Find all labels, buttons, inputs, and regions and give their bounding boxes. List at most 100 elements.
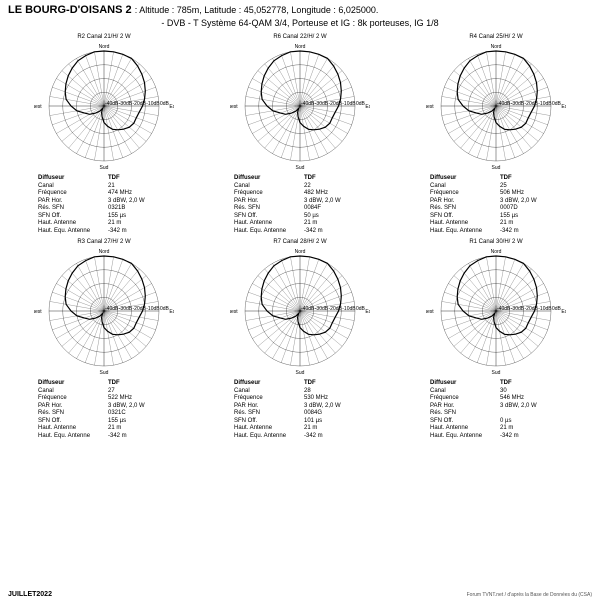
svg-text:Est: Est [365,104,370,110]
polar-chart: -40dB-30dB-20dB-10dB0dBNordEstSudOuest [34,246,174,378]
svg-text:Sud: Sud [100,370,109,376]
svg-text:Sud: Sud [100,165,109,171]
info-key: Canal [430,183,500,191]
info-row: PAR Hor.3 dBW, 2,0 W [234,403,396,411]
info-val: 22 [304,183,396,191]
info-val: 530 MHz [304,395,396,403]
info-row: Canal21 [38,183,200,191]
info-row: Haut. Antenne21 m [234,220,396,228]
polar-chart: -40dB-30dB-20dB-10dB0dBNordEstSudOuest [230,41,370,173]
svg-text:Ouest: Ouest [34,309,42,315]
info-val [500,410,592,418]
info-row: SFN Off.155 µs [38,213,200,221]
chart-header: R1 Canal 30/H/ 2 W [400,239,592,245]
svg-text:Ouest: Ouest [426,309,434,315]
info-key: Fréquence [430,190,500,198]
info-key: Haut. Antenne [430,425,500,433]
info-key: Canal [234,183,304,191]
info-row: Haut. Antenne21 m [430,425,592,433]
info-key: Haut. Equ. Antenne [234,228,304,236]
info-row: Haut. Equ. Antenne-342 m [430,228,592,236]
info-row: Haut. Antenne21 m [430,220,592,228]
info-val: 25 [500,183,592,191]
info-row: Rés. SFN0084F [234,205,396,213]
info-val: 30 [500,388,592,396]
info-key: Canal [38,388,108,396]
info-key: Rés. SFN [234,205,304,213]
info-row: Haut. Equ. Antenne-342 m [430,433,592,441]
info-key: Haut. Antenne [234,220,304,228]
info-key: SFN Off. [38,213,108,221]
info-key: Rés. SFN [430,205,500,213]
info-key: Canal [38,183,108,191]
svg-text:Ouest: Ouest [34,104,42,110]
info-val: TDF [500,175,592,183]
channel-info: DiffuseurTDFCanal30Fréquence546 MHzPAR H… [400,380,592,440]
info-key: Diffuseur [430,380,500,388]
svg-text:Est: Est [365,309,370,315]
info-key: Haut. Antenne [430,220,500,228]
title-line: LE BOURG-D'OISANS 2 : Altitude : 785m, L… [8,4,592,16]
info-val: 155 µs [108,418,200,426]
info-key: Diffuseur [234,380,304,388]
info-val: 21 m [304,220,396,228]
svg-text:0dB: 0dB [356,101,366,107]
svg-text:Nord: Nord [295,249,306,255]
subtitle: - DVB - T Système 64-QAM 3/4, Porteuse e… [8,18,592,28]
svg-text:Est: Est [561,309,566,315]
polar-chart: -40dB-30dB-20dB-10dB0dBNordEstSudOuest [426,246,566,378]
info-val: 155 µs [108,213,200,221]
info-row: PAR Hor.3 dBW, 2,0 W [234,198,396,206]
channel-cell: R7 Canal 28/H/ 2 W-40dB-30dB-20dB-10dB0d… [204,239,396,440]
info-key: Diffuseur [234,175,304,183]
channel-cell: R1 Canal 30/H/ 2 W-40dB-30dB-20dB-10dB0d… [400,239,592,440]
svg-text:Est: Est [169,104,174,110]
info-row: Haut. Equ. Antenne-342 m [38,433,200,441]
info-row: Haut. Equ. Antenne-342 m [38,228,200,236]
info-row: Canal22 [234,183,396,191]
channel-info: DiffuseurTDFCanal28Fréquence530 MHzPAR H… [204,380,396,440]
info-key: Haut. Equ. Antenne [430,433,500,441]
info-val: 101 µs [304,418,396,426]
info-val: TDF [108,175,200,183]
info-key: SFN Off. [430,418,500,426]
info-val: 474 MHz [108,190,200,198]
info-val: 21 m [304,425,396,433]
info-key: PAR Hor. [234,198,304,206]
info-val: 522 MHz [108,395,200,403]
svg-text:Est: Est [561,104,566,110]
chart-header: R2 Canal 21/H/ 2 W [8,34,200,40]
header: LE BOURG-D'OISANS 2 : Altitude : 785m, L… [0,0,600,30]
svg-text:Nord: Nord [295,44,306,50]
info-key: Canal [430,388,500,396]
info-val: TDF [304,380,396,388]
chart-header: R7 Canal 28/H/ 2 W [204,239,396,245]
info-row: Canal30 [430,388,592,396]
info-key: Haut. Equ. Antenne [38,433,108,441]
info-key: Diffuseur [38,175,108,183]
info-row: Canal25 [430,183,592,191]
info-val: -342 m [304,228,396,236]
info-val: 50 µs [304,213,396,221]
info-row: SFN Off.101 µs [234,418,396,426]
info-key: Diffuseur [430,175,500,183]
svg-text:0dB: 0dB [160,306,170,312]
svg-text:Nord: Nord [491,249,502,255]
info-val: 482 MHz [304,190,396,198]
info-val: 0084F [304,205,396,213]
info-val: 3 dBW, 2,0 W [304,403,396,411]
info-key: PAR Hor. [38,198,108,206]
info-key: Canal [234,388,304,396]
channel-info: DiffuseurTDFCanal27Fréquence522 MHzPAR H… [8,380,200,440]
site-name: LE BOURG-D'OISANS 2 [8,4,132,16]
info-val: 0007D [500,205,592,213]
info-key: PAR Hor. [430,403,500,411]
info-row: Fréquence506 MHz [430,190,592,198]
info-key: Haut. Equ. Antenne [430,228,500,236]
info-val: 27 [108,388,200,396]
info-row: Haut. Equ. Antenne-342 m [234,228,396,236]
info-val: 506 MHz [500,190,592,198]
polar-chart: -40dB-30dB-20dB-10dB0dBNordEstSudOuest [426,41,566,173]
info-val: -342 m [304,433,396,441]
info-val: 155 µs [500,213,592,221]
